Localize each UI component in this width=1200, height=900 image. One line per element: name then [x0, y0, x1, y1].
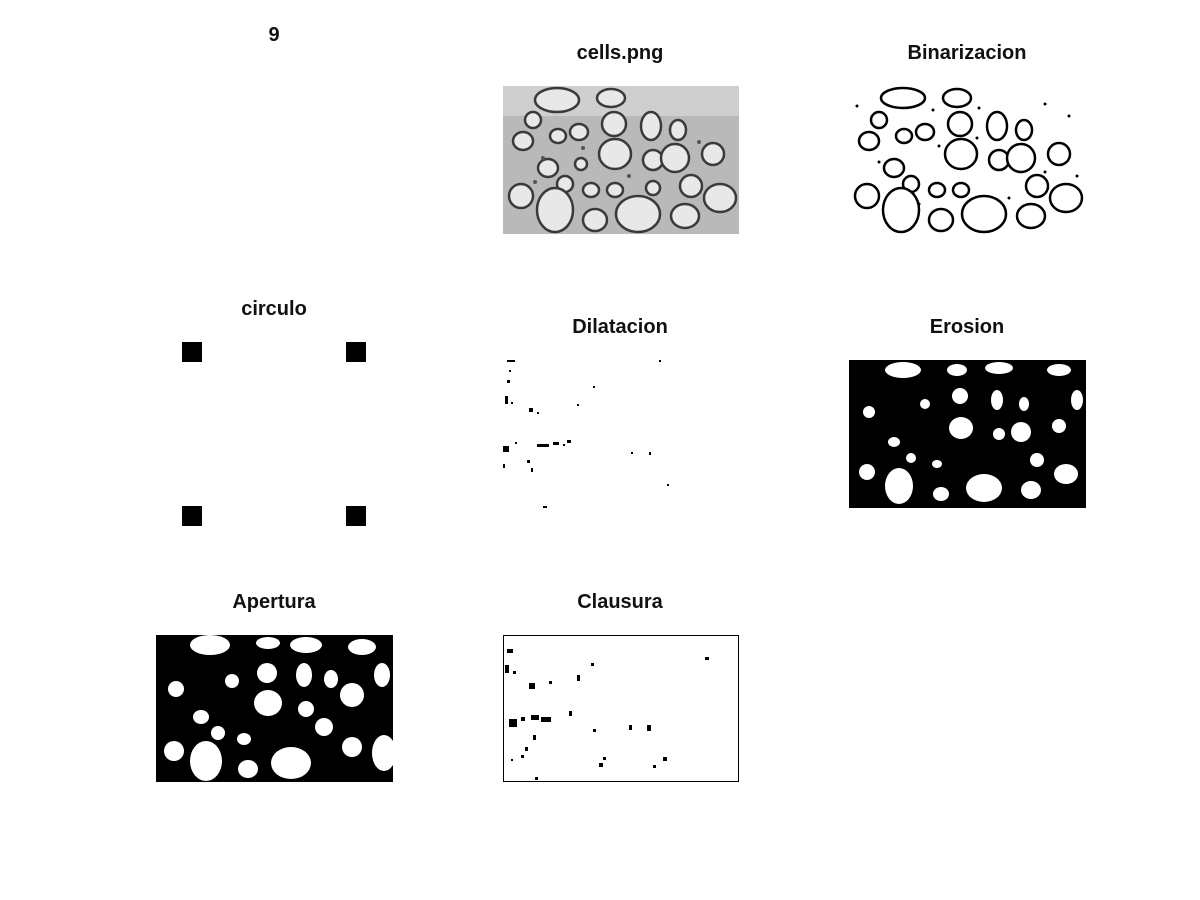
image-dilatacion	[503, 360, 739, 508]
structuring-element-pixel	[182, 342, 202, 362]
title-binarizacion: Binarizacion	[907, 42, 1027, 64]
title-dilatacion: Dilatacion	[572, 316, 668, 338]
structuring-element-pixel	[346, 506, 366, 526]
image-circulo	[182, 342, 367, 527]
structuring-element-pixel	[182, 506, 202, 526]
image-erosion	[849, 360, 1086, 508]
title-cells: cells.png	[576, 42, 664, 64]
title-erosion: Erosion	[929, 316, 1005, 338]
image-cells-png	[503, 86, 739, 234]
structuring-element-pixel	[346, 342, 366, 362]
figure-number: 9	[268, 24, 280, 46]
image-clausura	[503, 635, 739, 782]
title-clausura: Clausura	[577, 591, 663, 613]
title-circulo: circulo	[241, 298, 307, 320]
image-apertura	[156, 635, 393, 782]
image-binarizacion	[849, 86, 1086, 234]
title-apertura: Apertura	[232, 591, 316, 613]
